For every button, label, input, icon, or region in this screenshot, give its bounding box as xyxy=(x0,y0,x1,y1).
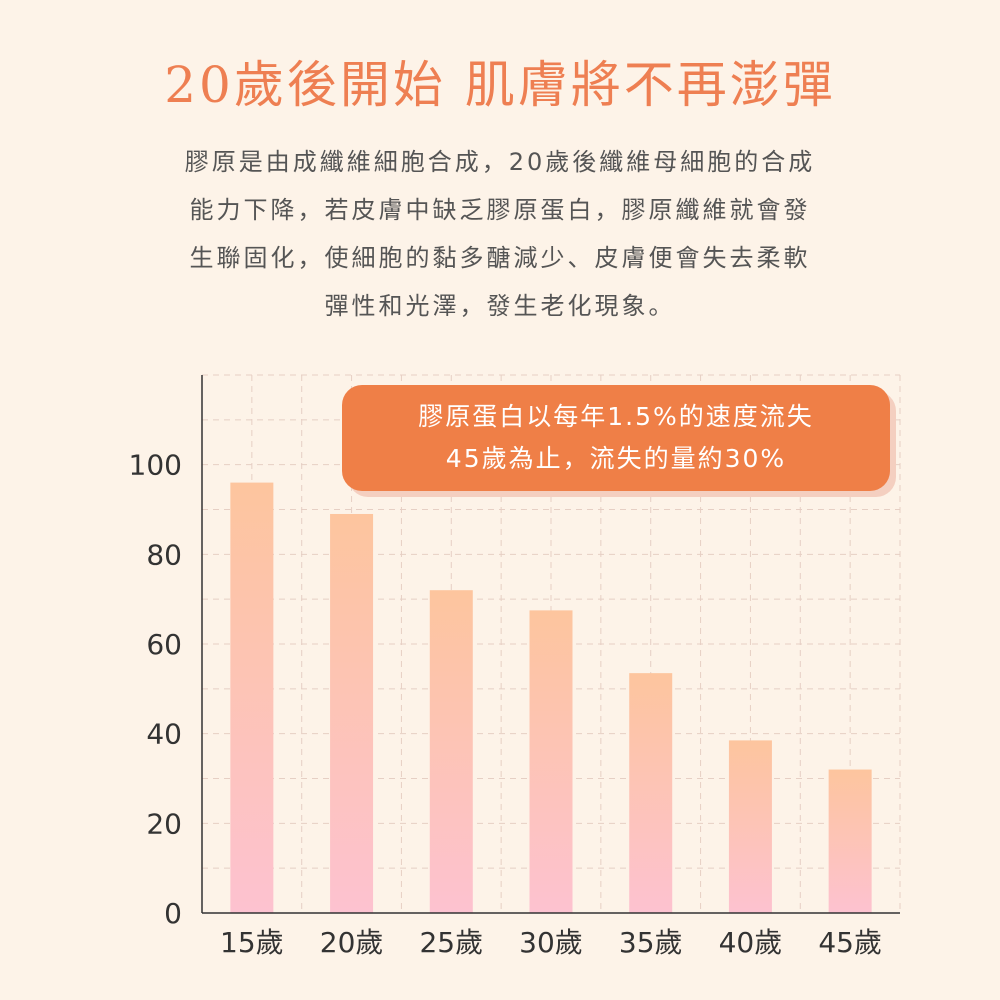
y-tick-label: 80 xyxy=(146,538,182,571)
x-tick-label: 35歲 xyxy=(619,926,683,959)
y-tick-label: 20 xyxy=(146,807,182,840)
page-title: 20歲後開始 肌膚將不再澎彈 xyxy=(164,56,836,114)
bar-35歲 xyxy=(629,673,673,913)
x-tick-label: 40歲 xyxy=(719,926,783,959)
y-tick-label: 60 xyxy=(146,628,182,661)
description-line-3: 生聯固化，使細胞的黏多醣減少、皮膚便會失去柔軟 xyxy=(189,244,811,272)
callout-line-2: 45歲為止，流失的量約30% xyxy=(445,444,787,473)
x-tick-label: 20歲 xyxy=(320,926,384,959)
bar-20歲 xyxy=(330,513,374,913)
x-tick-label: 25歲 xyxy=(419,926,483,959)
bar-15歲 xyxy=(230,482,274,913)
x-tick-label: 45歲 xyxy=(818,926,882,959)
y-tick-label: 40 xyxy=(146,718,182,751)
bar-45歲 xyxy=(828,769,872,913)
callout-box: 膠原蛋白以每年1.5%的速度流失 45歲為止，流失的量約30% xyxy=(342,385,890,491)
y-tick-label: 0 xyxy=(164,897,182,930)
callout-line-1: 膠原蛋白以每年1.5%的速度流失 xyxy=(418,402,814,431)
description-line-2: 能力下降，若皮膚中缺乏膠原蛋白，膠原纖維就會發 xyxy=(189,196,811,224)
description-line-4: 彈性和光澤，發生老化現象。 xyxy=(324,292,676,320)
bar-30歲 xyxy=(529,610,573,913)
chart-labels: 15歲 20歲 25歲 30歲 35歲 40歲 45歲 0 20 40 60 80 100 xyxy=(129,449,882,959)
y-tick-label: 100 xyxy=(129,449,182,482)
x-tick-label: 30歲 xyxy=(519,926,583,959)
chart-axes xyxy=(201,375,900,914)
chart-bars xyxy=(230,482,872,913)
description-line-1: 膠原是由成纖維細胞合成，20歲後纖維母細胞的合成 xyxy=(184,148,816,176)
bar-40歲 xyxy=(728,740,772,913)
bar-25歲 xyxy=(429,590,473,913)
x-tick-label: 15歲 xyxy=(220,926,284,959)
description: 膠原是由成纖維細胞合成，20歲後纖維母細胞的合成 能力下降，若皮膚中缺乏膠原蛋白… xyxy=(100,138,900,330)
